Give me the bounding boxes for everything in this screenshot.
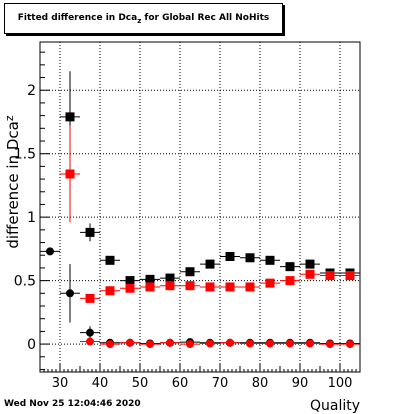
- data-point-square: [65, 112, 75, 122]
- data-point-square: [265, 255, 275, 265]
- data-point-circle: [246, 339, 254, 348]
- x-tick-label: 70: [212, 376, 229, 391]
- data-point-circle: [106, 340, 114, 349]
- data-point-square: [125, 283, 135, 293]
- data-point-square: [105, 255, 115, 265]
- data-point-square: [185, 267, 195, 277]
- data-point-square: [245, 282, 255, 292]
- data-point-square: [265, 278, 275, 288]
- data-point-square: [185, 281, 195, 291]
- data-point-square: [285, 262, 295, 272]
- grid-lines: [40, 42, 360, 372]
- data-point-square: [225, 282, 235, 292]
- data-point-circle: [46, 247, 54, 256]
- x-tick-label: 60: [172, 376, 189, 391]
- y-axis-label: difference in Dcaz: [3, 115, 22, 249]
- data-point-square: [165, 273, 175, 283]
- data-point-circle: [266, 339, 274, 348]
- series-3: [60, 125, 360, 303]
- x-axis-label: Quality: [310, 398, 360, 414]
- x-tick-label: 40: [92, 376, 109, 391]
- data-point-circle: [166, 338, 174, 347]
- data-point-circle: [186, 340, 194, 349]
- chart-title: Fitted difference in Dcaz for Global Rec…: [4, 3, 283, 34]
- x-tick-label: 90: [292, 376, 309, 391]
- data-point-square: [205, 282, 215, 292]
- y-tick-label: 1.5: [14, 147, 36, 163]
- data-point-circle: [346, 340, 354, 349]
- x-tick-label: 30: [52, 376, 69, 391]
- y-tick-label: 1: [27, 210, 36, 226]
- data-point-square: [205, 259, 215, 269]
- plot-frame: [39, 41, 361, 373]
- data-point-circle: [226, 338, 234, 347]
- y-tick-label: 2: [27, 83, 36, 99]
- data-point-circle: [286, 339, 294, 348]
- data-point-square: [305, 259, 315, 269]
- data-point-square: [125, 276, 135, 286]
- data-point-circle: [146, 340, 154, 349]
- data-point-square: [165, 281, 175, 291]
- data-point-circle: [66, 289, 74, 298]
- timestamp: Wed Nov 25 12:04:46 2020: [4, 399, 141, 409]
- series-2: [60, 71, 360, 286]
- chart-title-text: Fitted difference in Dcaz for Global Rec…: [17, 12, 270, 25]
- data-point-square: [145, 274, 155, 284]
- data-point-circle: [126, 338, 134, 347]
- data-point-square: [345, 271, 355, 281]
- data-point-square: [105, 286, 115, 296]
- y-tick-label: 0: [27, 337, 36, 353]
- data-point-square: [145, 282, 155, 292]
- series-1: [80, 337, 360, 349]
- data-marks: [40, 71, 360, 349]
- data-point-square: [225, 252, 235, 261]
- x-tick-label: 50: [132, 376, 149, 391]
- x-tick-label: 100: [328, 376, 353, 391]
- data-point-square: [285, 276, 295, 286]
- data-point-square: [65, 169, 75, 179]
- data-point-circle: [326, 340, 334, 349]
- y-tick-label: 0.5: [14, 274, 36, 290]
- data-point-circle: [306, 339, 314, 348]
- data-point-circle: [86, 337, 94, 346]
- data-point-square: [85, 227, 95, 237]
- data-point-square: [85, 293, 95, 303]
- axes: 30 40 50 60 70 80 90 100 0 0.5 1 1.5 2: [14, 51, 361, 391]
- x-tick-label: 80: [252, 376, 269, 391]
- data-point-circle: [86, 328, 94, 337]
- data-point-circle: [206, 339, 214, 348]
- data-point-square: [305, 269, 315, 279]
- data-point-square: [325, 271, 335, 281]
- plot-border: [39, 41, 361, 373]
- data-point-square: [245, 253, 255, 263]
